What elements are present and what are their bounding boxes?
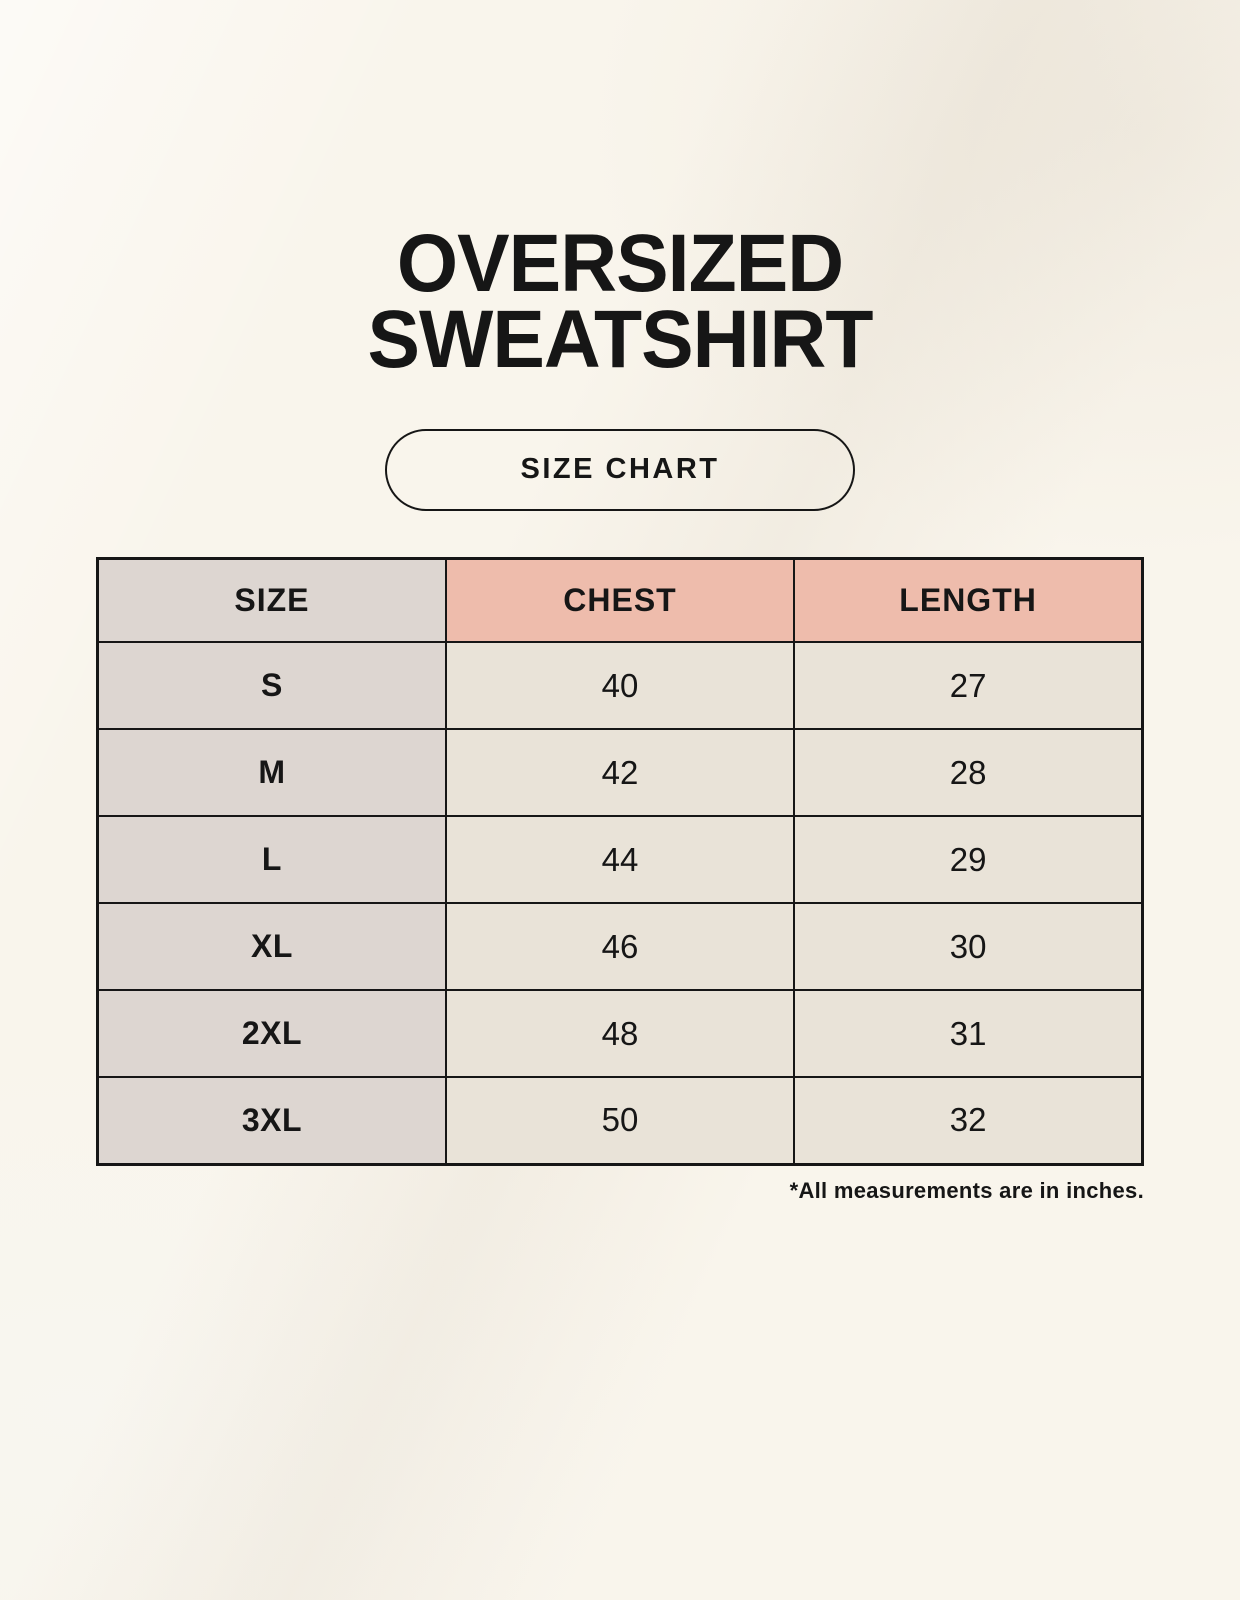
size-label: S (96, 641, 447, 730)
chest-value: 44 (444, 815, 796, 904)
chest-value: 50 (444, 1076, 796, 1165)
page-title: OVERSIZED SWEATSHIRT (0, 0, 1240, 386)
table-row: 3XL 50 32 (96, 1076, 1144, 1165)
table-row: M 42 28 (96, 728, 1144, 817)
size-label: 3XL (96, 1076, 447, 1165)
chest-value: 42 (444, 728, 796, 817)
table-row: 2XL 48 31 (96, 989, 1144, 1078)
table-row: L 44 29 (96, 815, 1144, 904)
length-value: 29 (793, 815, 1144, 904)
size-chart-table: SIZE CHEST LENGTH S 40 27 M 42 28 L (96, 556, 1144, 1166)
column-header-size: SIZE (96, 557, 447, 643)
size-chart-badge-label: SIZE CHART (520, 453, 720, 485)
size-label: XL (96, 902, 447, 991)
length-value: 32 (793, 1076, 1144, 1165)
chest-value: 48 (444, 989, 796, 1078)
size-label: L (96, 815, 447, 904)
table-row: S 40 27 (96, 641, 1144, 730)
size-chart-badge: SIZE CHART (385, 428, 855, 511)
size-label: M (96, 728, 447, 817)
length-value: 31 (793, 989, 1144, 1078)
table-row: XL 46 30 (96, 902, 1144, 991)
column-header-chest: CHEST (444, 557, 796, 643)
column-header-length: LENGTH (793, 557, 1144, 643)
header-row: SIZE CHEST LENGTH (96, 557, 1144, 643)
length-value: 30 (793, 902, 1144, 991)
size-label: 2XL (96, 989, 447, 1078)
page-title-line-1: OVERSIZED (396, 218, 844, 309)
chest-value: 40 (444, 641, 796, 730)
chest-value: 46 (444, 902, 796, 991)
length-value: 27 (793, 641, 1144, 730)
length-value: 28 (793, 728, 1144, 817)
measurements-footnote: *All measurements are in inches. (789, 1177, 1144, 1203)
size-chart-table-wrapper: SIZE CHEST LENGTH S 40 27 M 42 28 L (96, 556, 1144, 1166)
page-title-line-2: SWEATSHIRT (367, 294, 874, 386)
